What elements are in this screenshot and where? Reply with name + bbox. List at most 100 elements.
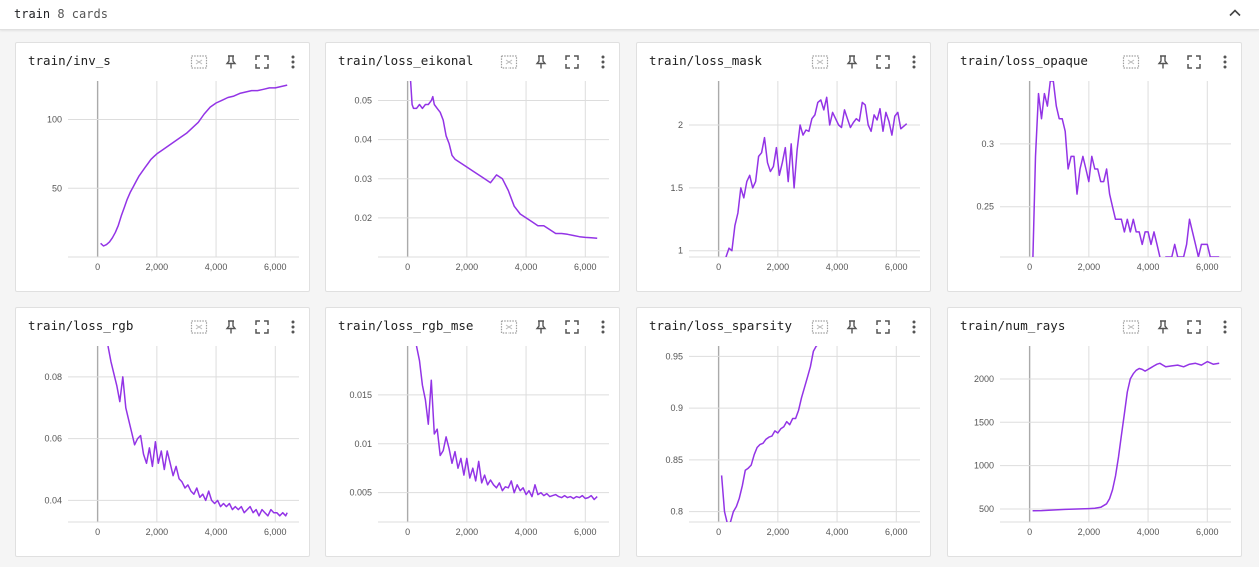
y-tick-label: 1500: [974, 417, 994, 427]
more-vert-icon[interactable]: [284, 53, 302, 71]
scalar-card: train/num_rays 0 2,000 4,000 6,000 500 1000 15…: [947, 307, 1242, 557]
x-tick-label: 0: [95, 527, 100, 537]
x-tick-label: 4,000: [1137, 262, 1160, 272]
more-vert-icon[interactable]: [284, 318, 302, 336]
x-tick-label: 6,000: [885, 262, 908, 272]
y-tick-label: 0.02: [354, 213, 372, 223]
y-tick-label: 500: [979, 504, 994, 514]
fullscreen-icon[interactable]: [874, 318, 892, 336]
fullscreen-icon[interactable]: [253, 53, 271, 71]
chart-plot[interactable]: 0 2,000 4,000 6,000 0.02 0.03 0.04 0.05: [326, 79, 621, 293]
x-tick-label: 2,000: [767, 527, 790, 537]
x-tick-label: 6,000: [574, 527, 597, 537]
fullscreen-icon[interactable]: [1185, 53, 1203, 71]
series-line: [725, 96, 908, 257]
x-tick-label: 4,000: [205, 262, 228, 272]
scalar-card: train/loss_rgb 0 2,000 4,000 6,000 0.04 0.06 0…: [15, 307, 310, 557]
fit-domain-icon[interactable]: [1122, 53, 1140, 71]
card-title: train/num_rays: [960, 318, 1066, 333]
card-title: train/loss_rgb_mse: [338, 318, 474, 333]
fit-domain-icon[interactable]: [190, 318, 208, 336]
more-vert-icon[interactable]: [905, 53, 923, 71]
series-line: [100, 84, 288, 247]
x-tick-label: 6,000: [1196, 262, 1219, 272]
y-tick-label: 0.01: [354, 439, 372, 449]
y-tick-label: 50: [52, 183, 62, 193]
x-tick-label: 2,000: [767, 262, 790, 272]
y-tick-label: 0.3: [981, 139, 994, 149]
pin-icon[interactable]: [1154, 53, 1172, 71]
chart-plot[interactable]: 0 2,000 4,000 6,000 0.005 0.01 0.015: [326, 344, 621, 558]
x-tick-label: 0: [95, 262, 100, 272]
fullscreen-icon[interactable]: [874, 53, 892, 71]
card-title: train/loss_eikonal: [338, 53, 474, 68]
x-tick-label: 0: [716, 527, 721, 537]
fit-domain-icon[interactable]: [500, 318, 518, 336]
chevron-up-icon[interactable]: [1227, 5, 1243, 21]
pin-icon[interactable]: [1154, 318, 1172, 336]
fullscreen-icon[interactable]: [563, 318, 581, 336]
y-tick-label: 0.05: [354, 96, 372, 106]
series-line: [1032, 81, 1220, 257]
x-tick-label: 4,000: [1137, 527, 1160, 537]
scalar-card: train/loss_mask 0 2,000 4,000 6,000 1 1.5 2: [636, 42, 931, 292]
pin-icon[interactable]: [222, 318, 240, 336]
more-vert-icon[interactable]: [594, 53, 612, 71]
y-tick-label: 0.015: [349, 390, 372, 400]
fit-domain-icon[interactable]: [811, 318, 829, 336]
chart-plot[interactable]: 0 2,000 4,000 6,000 1 1.5 2: [637, 79, 932, 293]
run-header: train 8 cards: [0, 0, 1259, 30]
y-tick-label: 0.04: [354, 135, 372, 145]
x-tick-label: 6,000: [1196, 527, 1219, 537]
card-title: train/loss_mask: [649, 53, 762, 68]
x-tick-label: 2,000: [456, 262, 479, 272]
y-tick-label: 1: [678, 246, 683, 256]
y-tick-label: 0.03: [354, 174, 372, 184]
card-title: train/loss_rgb: [28, 318, 134, 333]
more-vert-icon[interactable]: [1216, 318, 1234, 336]
fullscreen-icon[interactable]: [1185, 318, 1203, 336]
x-tick-label: 4,000: [205, 527, 228, 537]
fullscreen-icon[interactable]: [253, 318, 271, 336]
fit-domain-icon[interactable]: [811, 53, 829, 71]
y-tick-label: 1.5: [670, 183, 683, 193]
y-tick-label: 100: [47, 115, 62, 125]
fit-domain-icon[interactable]: [500, 53, 518, 71]
fit-domain-icon[interactable]: [1122, 318, 1140, 336]
y-tick-label: 1000: [974, 461, 994, 471]
more-vert-icon[interactable]: [594, 318, 612, 336]
y-tick-label: 2: [678, 120, 683, 130]
card-title: train/loss_opaque: [960, 53, 1088, 68]
scalar-card: train/loss_opaque 0 2,000 4,000 6,000 0.25 0.…: [947, 42, 1242, 292]
pin-icon[interactable]: [532, 53, 550, 71]
x-tick-label: 2,000: [146, 262, 169, 272]
pin-icon[interactable]: [532, 318, 550, 336]
chart-plot[interactable]: 0 2,000 4,000 6,000 0.04 0.06 0.08: [16, 344, 311, 558]
x-tick-label: 6,000: [885, 527, 908, 537]
x-tick-label: 0: [405, 262, 410, 272]
y-tick-label: 0.8: [670, 507, 683, 517]
pin-icon[interactable]: [843, 53, 861, 71]
chart-plot[interactable]: 0 2,000 4,000 6,000 50 100: [16, 79, 311, 293]
chart-plot[interactable]: 0 2,000 4,000 6,000 0.25 0.3: [948, 79, 1243, 293]
header-card-count: 8 cards: [57, 7, 108, 21]
series-line: [409, 81, 598, 239]
x-tick-label: 0: [716, 262, 721, 272]
x-tick-label: 2,000: [456, 527, 479, 537]
scalar-card: train/loss_sparsity 0 2,000 4,000 6,000 0.8 0…: [636, 307, 931, 557]
y-tick-label: 0.06: [44, 434, 62, 444]
x-tick-label: 2,000: [1078, 262, 1101, 272]
more-vert-icon[interactable]: [1216, 53, 1234, 71]
pin-icon[interactable]: [843, 318, 861, 336]
fullscreen-icon[interactable]: [563, 53, 581, 71]
chart-plot[interactable]: 0 2,000 4,000 6,000 500 1000 1500 2000: [948, 344, 1243, 558]
chart-plot[interactable]: 0 2,000 4,000 6,000 0.8 0.85 0.9 0.95: [637, 344, 932, 558]
series-line: [720, 346, 818, 522]
pin-icon[interactable]: [222, 53, 240, 71]
x-tick-label: 6,000: [264, 262, 287, 272]
fit-domain-icon[interactable]: [190, 53, 208, 71]
header-run-name: train: [14, 7, 51, 21]
y-tick-label: 0.95: [665, 351, 683, 361]
header-title: train 8 cards: [14, 7, 108, 21]
more-vert-icon[interactable]: [905, 318, 923, 336]
